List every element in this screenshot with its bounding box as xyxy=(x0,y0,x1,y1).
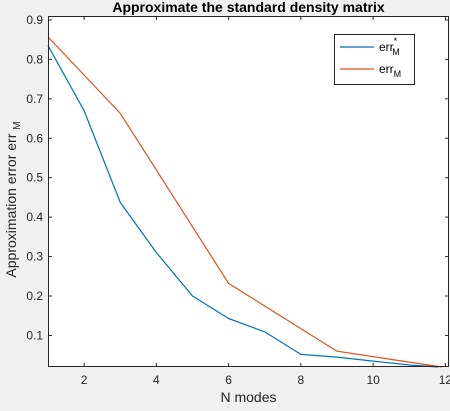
x-axis-label: N modes xyxy=(220,389,276,405)
legend-label-2: errM xyxy=(379,62,401,79)
legend-label-1: err* M xyxy=(379,36,400,57)
legend-label-subscript: M xyxy=(394,69,402,79)
legend-label-subscript: M xyxy=(392,47,400,57)
y-tick-label: 0.2 xyxy=(26,289,43,303)
y-axis-ticks: 0.1 0.2 0.3 0.4 0.5 0.6 0.7 0.8 0.9 xyxy=(26,13,449,342)
legend-label-superscript: * xyxy=(394,36,398,46)
y-axis-label-main: Approximation error err xyxy=(3,133,19,277)
y-tick-label: 0.1 xyxy=(26,328,43,342)
y-tick-label: 0.5 xyxy=(26,171,43,185)
y-tick-label: 0.4 xyxy=(26,210,43,224)
x-tick-label: 12 xyxy=(439,373,450,387)
series-layer xyxy=(47,36,442,368)
x-tick-label: 4 xyxy=(153,373,160,387)
x-tick-label: 8 xyxy=(298,373,305,387)
series-line-1 xyxy=(47,45,439,368)
y-tick-label: 0.7 xyxy=(26,92,43,106)
legend-label-main: err xyxy=(379,62,394,76)
y-axis-label-subscript: M xyxy=(12,121,23,129)
y-tick-label: 0.6 xyxy=(26,131,43,145)
y-tick-label: 0.9 xyxy=(26,13,43,27)
x-tick-label: 10 xyxy=(366,373,380,387)
y-tick-label: 0.8 xyxy=(26,52,43,66)
x-tick-label: 2 xyxy=(81,373,88,387)
legend-label-main: err xyxy=(379,40,394,54)
series-line-2 xyxy=(47,36,442,368)
chart-title: Approximate the standard density matrix xyxy=(112,0,385,15)
y-tick-label: 0.3 xyxy=(26,250,43,264)
x-tick-label: 6 xyxy=(225,373,232,387)
axes-frame xyxy=(48,16,449,367)
y-axis-label: Approximation error err M xyxy=(3,121,23,277)
legend-box xyxy=(334,34,415,85)
